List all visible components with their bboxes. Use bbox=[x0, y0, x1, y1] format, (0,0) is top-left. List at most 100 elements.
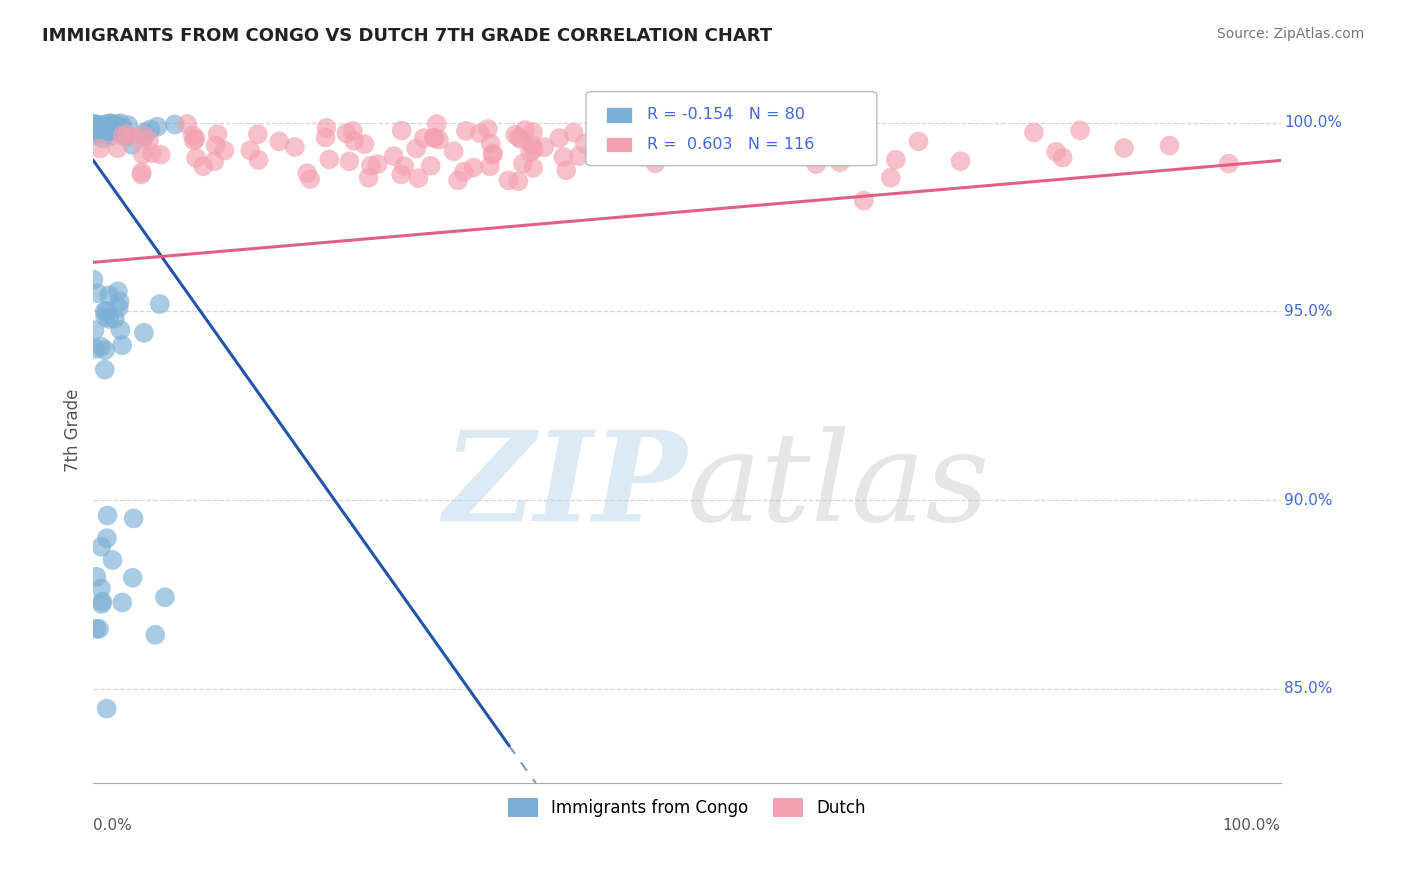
Point bbox=[644, 156, 666, 170]
Point bbox=[117, 118, 139, 132]
Point bbox=[96, 120, 118, 135]
Point bbox=[96, 303, 118, 318]
Point bbox=[389, 168, 412, 182]
Point bbox=[93, 304, 115, 318]
Point bbox=[482, 146, 505, 161]
Point bbox=[770, 133, 793, 147]
Bar bbox=[606, 107, 633, 122]
Point bbox=[522, 138, 544, 153]
Point bbox=[427, 133, 450, 147]
Point bbox=[111, 121, 134, 136]
Point bbox=[111, 595, 134, 609]
Point bbox=[98, 116, 121, 130]
Point bbox=[337, 154, 360, 169]
Point bbox=[1159, 138, 1181, 153]
Point bbox=[176, 117, 198, 131]
Text: Source: ZipAtlas.com: Source: ZipAtlas.com bbox=[1216, 27, 1364, 41]
Point bbox=[96, 120, 118, 134]
Point bbox=[83, 117, 105, 131]
Point bbox=[191, 159, 214, 173]
Point bbox=[468, 126, 491, 140]
Point bbox=[96, 531, 118, 545]
Point bbox=[574, 136, 596, 151]
Point bbox=[87, 118, 110, 132]
Point bbox=[342, 124, 364, 138]
Point bbox=[131, 168, 153, 182]
Point bbox=[146, 120, 169, 134]
Point bbox=[600, 141, 623, 155]
Point bbox=[131, 147, 153, 161]
Point bbox=[87, 125, 110, 139]
Bar bbox=[606, 136, 633, 153]
Point bbox=[101, 124, 124, 138]
Point bbox=[548, 131, 571, 145]
Point bbox=[949, 154, 972, 169]
Point bbox=[247, 153, 270, 167]
Point bbox=[392, 159, 415, 173]
Point bbox=[86, 128, 108, 143]
Point bbox=[131, 165, 153, 179]
Point bbox=[141, 146, 163, 161]
Point bbox=[97, 117, 120, 131]
Text: IMMIGRANTS FROM CONGO VS DUTCH 7TH GRADE CORRELATION CHART: IMMIGRANTS FROM CONGO VS DUTCH 7TH GRADE… bbox=[42, 27, 772, 45]
Point bbox=[315, 120, 337, 135]
Point bbox=[98, 288, 121, 302]
Point bbox=[90, 118, 112, 132]
Point bbox=[447, 173, 470, 187]
Point bbox=[838, 130, 860, 145]
Point bbox=[907, 135, 929, 149]
Point bbox=[163, 118, 186, 132]
Point bbox=[181, 128, 204, 143]
Point bbox=[463, 161, 485, 175]
Point bbox=[343, 134, 366, 148]
Point bbox=[86, 570, 108, 584]
Y-axis label: 7th Grade: 7th Grade bbox=[65, 389, 82, 472]
Point bbox=[110, 323, 132, 337]
Point bbox=[91, 594, 114, 608]
Point bbox=[519, 145, 541, 159]
Text: 95.0%: 95.0% bbox=[1284, 304, 1333, 318]
Point bbox=[1069, 123, 1091, 137]
Point bbox=[184, 151, 207, 165]
Point bbox=[315, 130, 337, 145]
Point bbox=[122, 130, 145, 145]
Point bbox=[121, 137, 143, 152]
Point bbox=[533, 140, 555, 154]
Point bbox=[367, 157, 389, 171]
Point bbox=[107, 285, 129, 299]
Point bbox=[134, 125, 156, 139]
Point bbox=[122, 511, 145, 525]
Point bbox=[107, 141, 129, 155]
Point bbox=[382, 149, 405, 163]
Point bbox=[94, 362, 117, 376]
Point bbox=[734, 120, 756, 134]
Text: 100.0%: 100.0% bbox=[1223, 818, 1281, 833]
Point bbox=[509, 132, 531, 146]
Point bbox=[84, 121, 107, 136]
Point bbox=[207, 127, 229, 141]
Point bbox=[94, 124, 117, 138]
Point bbox=[83, 119, 105, 133]
Point bbox=[96, 508, 118, 523]
Point bbox=[640, 133, 662, 147]
Point bbox=[318, 153, 340, 167]
Point bbox=[98, 124, 121, 138]
Point bbox=[84, 342, 107, 356]
Point bbox=[84, 117, 107, 131]
Point bbox=[360, 159, 382, 173]
Point bbox=[1052, 151, 1074, 165]
Point bbox=[412, 131, 434, 145]
Point bbox=[96, 701, 118, 715]
Point bbox=[723, 122, 745, 136]
Point bbox=[114, 128, 136, 142]
Point bbox=[284, 140, 307, 154]
Point bbox=[90, 340, 112, 354]
Point bbox=[90, 120, 112, 135]
Point bbox=[801, 132, 824, 146]
Point bbox=[666, 136, 689, 150]
Point bbox=[828, 155, 851, 169]
Point bbox=[153, 591, 176, 605]
Point bbox=[423, 130, 446, 145]
Point bbox=[91, 119, 114, 133]
Point bbox=[405, 142, 427, 156]
